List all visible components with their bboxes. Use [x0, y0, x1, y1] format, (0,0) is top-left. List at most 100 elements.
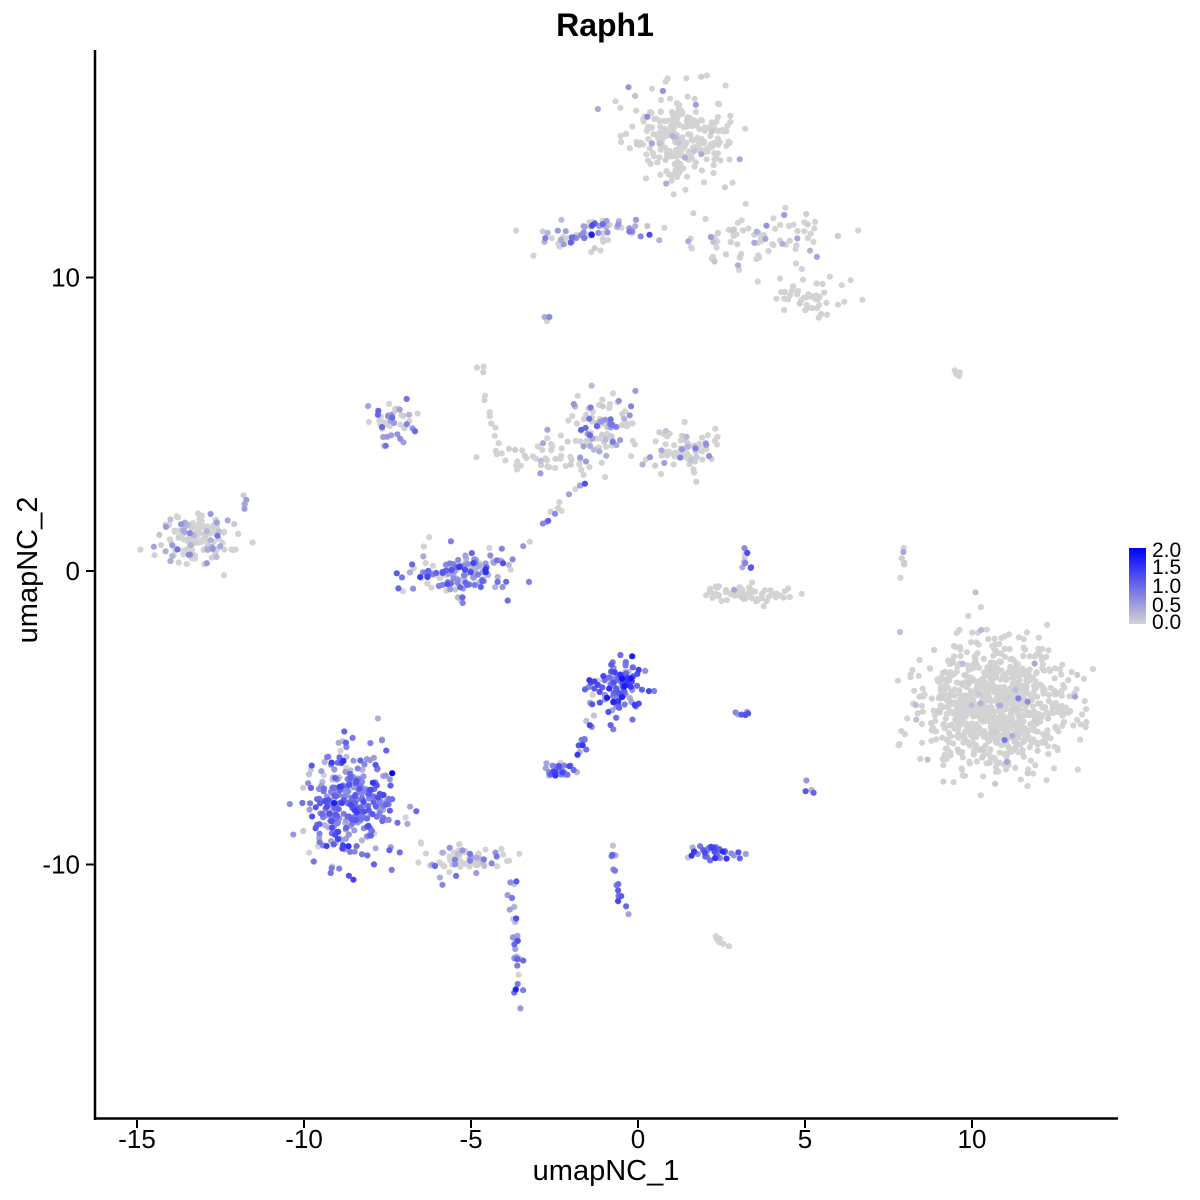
data-point [604, 694, 611, 701]
data-point [396, 849, 403, 856]
data-point [400, 412, 407, 420]
data-point [390, 419, 398, 426]
data-point [942, 745, 950, 752]
data-point [708, 128, 715, 135]
data-point [568, 456, 575, 463]
data-point [583, 746, 590, 753]
data-point [473, 364, 481, 371]
data-point [644, 222, 651, 230]
data-point [958, 765, 965, 772]
data-point [554, 227, 561, 234]
data-point [345, 843, 352, 850]
data-point [559, 769, 566, 776]
data-point [214, 532, 221, 539]
data-point [991, 635, 998, 642]
data-point [1024, 770, 1031, 777]
data-point [446, 844, 453, 851]
data-point [657, 108, 664, 115]
data-point [444, 581, 451, 588]
data-point [619, 411, 626, 418]
data-point [959, 660, 966, 667]
data-point [305, 771, 313, 778]
data-point [619, 421, 626, 428]
data-point [498, 845, 505, 853]
data-point [1058, 692, 1065, 699]
data-point [656, 135, 663, 142]
data-point [657, 470, 665, 478]
data-point [919, 708, 926, 715]
data-point [240, 492, 247, 499]
data-point [1037, 700, 1044, 707]
data-point [466, 850, 474, 858]
data-point [786, 237, 793, 244]
data-point [632, 216, 640, 223]
data-point [662, 427, 670, 434]
data-point [790, 283, 797, 290]
data-point [399, 588, 407, 595]
data-point [345, 788, 352, 795]
data-point [937, 702, 944, 709]
data-point [1052, 724, 1059, 732]
data-point [1034, 747, 1041, 754]
data-point [699, 456, 706, 463]
data-point [386, 807, 393, 814]
x-axis-ticks: -15 -10 -5 0 5 10 [118, 1120, 986, 1154]
data-point [707, 857, 714, 864]
data-point [556, 499, 563, 506]
data-point [693, 478, 700, 485]
data-point [693, 136, 700, 143]
data-point [976, 714, 983, 721]
data-point [580, 443, 587, 450]
data-point [386, 400, 393, 407]
data-point [975, 641, 982, 648]
data-point [1045, 691, 1053, 699]
data-point [407, 803, 414, 810]
data-point [1012, 764, 1019, 772]
data-point [453, 872, 460, 880]
data-point [731, 592, 738, 599]
data-point [209, 545, 216, 553]
data-point [505, 561, 512, 569]
data-point [532, 455, 539, 462]
data-point [972, 742, 980, 749]
data-point [1080, 675, 1088, 682]
data-point [310, 858, 317, 865]
data-point [574, 751, 581, 758]
data-point [785, 585, 792, 592]
data-point [1002, 766, 1010, 773]
data-point [773, 295, 780, 302]
data-point [698, 151, 705, 158]
data-point [962, 737, 969, 744]
data-point [1058, 702, 1065, 710]
data-point [1045, 697, 1052, 705]
data-point [494, 578, 501, 586]
data-point [570, 766, 577, 774]
data-point [604, 236, 612, 244]
data-point [1053, 689, 1060, 697]
data-point [994, 736, 1001, 743]
data-point [950, 659, 957, 666]
data-point [454, 594, 461, 601]
data-point [439, 849, 446, 856]
data-point [543, 760, 550, 767]
data-point [957, 680, 965, 687]
data-point [1023, 629, 1030, 636]
data-point [710, 170, 717, 177]
data-point [1045, 750, 1052, 758]
data-point [397, 421, 404, 428]
data-point [794, 227, 801, 235]
data-point [537, 470, 544, 477]
data-point [841, 298, 848, 305]
data-point [708, 844, 715, 851]
data-point [1003, 758, 1010, 765]
data-point [372, 761, 379, 769]
data-point [912, 702, 919, 709]
data-point [698, 73, 705, 80]
data-point [574, 392, 581, 399]
data-point [520, 957, 527, 964]
data-point [602, 474, 609, 481]
data-point [1015, 695, 1022, 702]
data-point [457, 858, 464, 865]
data-point [672, 167, 679, 174]
data-point [914, 710, 921, 717]
